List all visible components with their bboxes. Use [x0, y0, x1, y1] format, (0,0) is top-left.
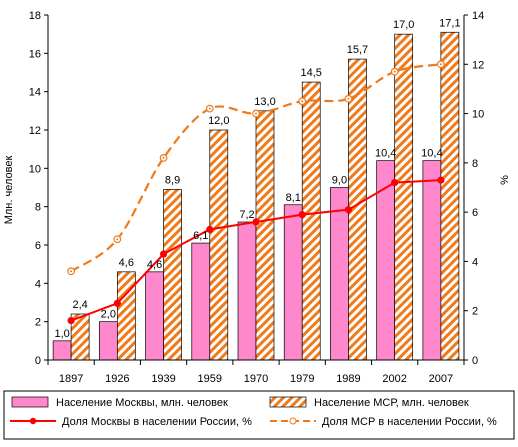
data-label-msr-population: 15,7: [347, 44, 368, 56]
y-tick-label: 12: [29, 125, 41, 137]
data-label-msr-population: 14,5: [301, 67, 322, 79]
legend-swatch-msr-population: [269, 396, 307, 408]
legend-label-moscow-population: Население Москвы, млн. человек: [56, 397, 228, 409]
point-moscow-share: [298, 211, 306, 219]
y-tick-label: 10: [29, 163, 41, 175]
point-msr-share-center: [439, 63, 442, 66]
point-moscow-share: [252, 218, 260, 226]
x-tick-label: 1989: [336, 373, 360, 385]
data-label-msr-population: 2,4: [72, 299, 87, 311]
legend-marker-msr-share: [289, 417, 297, 425]
point-moscow-share: [113, 299, 121, 307]
y2-tick-label: 0: [472, 355, 478, 367]
x-tick-label: 2002: [382, 373, 406, 385]
x-tick-label: 1926: [105, 373, 129, 385]
bar-moscow-population: [422, 160, 442, 361]
y2-tick-label: 2: [472, 306, 478, 318]
bar-moscow-population: [145, 271, 164, 361]
point-moscow-share: [437, 176, 445, 184]
legend-swatch-moscow-population: [11, 396, 49, 408]
bar-msr-population: [209, 129, 229, 361]
legend-box: [3, 390, 515, 440]
point-moscow-share: [159, 250, 168, 258]
data-label-msr-population: 12,0: [208, 115, 229, 127]
y-axis-title: Млн. человек: [3, 156, 15, 225]
legend-marker-moscow-share: [29, 417, 37, 425]
data-label-msr-population: 17,1: [439, 17, 460, 29]
x-tick-label: 1979: [290, 373, 314, 385]
bar-msr-population: [163, 189, 182, 361]
bar-msr-population: [255, 110, 275, 361]
bar-msr-population: [394, 33, 414, 361]
y2-tick-label: 8: [472, 158, 478, 170]
y2-tick-label: 12: [472, 59, 484, 71]
y-tick-label: 0: [35, 355, 41, 367]
legend: Население Москвы, млн. человек Население…: [3, 390, 515, 440]
point-moscow-share: [206, 225, 214, 233]
bar-moscow-population: [98, 321, 118, 361]
data-label-msr-population: 4,6: [119, 257, 134, 269]
y2-tick-label: 14: [472, 10, 484, 22]
point-msr-share-center: [301, 100, 304, 103]
point-msr-share-center: [162, 156, 165, 159]
bar-moscow-population: [191, 242, 211, 361]
data-label-moscow-population: 4,6: [147, 259, 162, 271]
point-msr-share-center: [116, 238, 119, 241]
bar-moscow-population: [237, 221, 257, 361]
bar-moscow-population: [52, 340, 72, 361]
y-tick-label: 8: [35, 202, 41, 214]
x-tick-label: 1939: [151, 373, 175, 385]
point-msr-share-center: [70, 270, 73, 273]
bar-moscow-population: [283, 204, 303, 361]
y2-tick-label: 6: [472, 207, 478, 219]
legend-label-msr-population: Население МСР, млн. человек: [314, 397, 469, 409]
x-tick-label: 1959: [198, 373, 222, 385]
y2-tick-label: 4: [472, 256, 478, 268]
y-tick-label: 2: [35, 317, 41, 329]
point-moscow-share: [344, 206, 353, 214]
point-moscow-share: [391, 178, 399, 187]
data-label-moscow-population: 1,0: [54, 328, 69, 340]
data-label-moscow-population: 9,0: [332, 175, 347, 187]
data-label-msr-population: 8,9: [165, 174, 180, 186]
point-msr-share-center: [208, 107, 211, 110]
y-tick-label: 6: [35, 240, 41, 252]
point-msr-share-center: [347, 97, 350, 100]
data-label-moscow-population: 10,4: [375, 148, 396, 160]
bar-msr-population: [116, 271, 136, 361]
data-label-msr-population: 13,0: [254, 96, 275, 108]
y-tick-label: 18: [29, 10, 41, 22]
data-label-msr-population: 17,0: [393, 19, 414, 31]
y2-axis-title: %: [499, 175, 511, 185]
data-label-moscow-population: 7,2: [239, 209, 254, 221]
bar-msr-population: [301, 81, 321, 361]
data-label-moscow-population: 8,1: [286, 192, 301, 204]
x-tick-label: 1970: [244, 373, 268, 385]
bar-msr-population: [440, 31, 460, 361]
data-label-moscow-population: 10,4: [421, 148, 442, 160]
y-tick-label: 16: [29, 48, 41, 60]
data-label-moscow-population: 2,0: [101, 309, 116, 321]
legend-label-moscow-share: Доля Москвы в населении России, %: [62, 416, 252, 428]
point-msr-share-center: [255, 112, 257, 115]
point-moscow-share: [67, 316, 75, 325]
bar-moscow-population: [330, 187, 349, 361]
legend-label-msr-share: Доля МСР в населении России, %: [322, 416, 497, 428]
y-tick-label: 14: [29, 87, 41, 99]
x-tick-label: 2007: [429, 373, 453, 385]
line-msr-share: [70, 63, 442, 273]
y-tick-label: 4: [35, 278, 41, 290]
x-tick-label: 1897: [59, 373, 83, 385]
y2-tick-label: 10: [472, 109, 484, 121]
point-msr-share-center: [393, 70, 396, 73]
data-label-moscow-population: 6,1: [193, 230, 208, 242]
